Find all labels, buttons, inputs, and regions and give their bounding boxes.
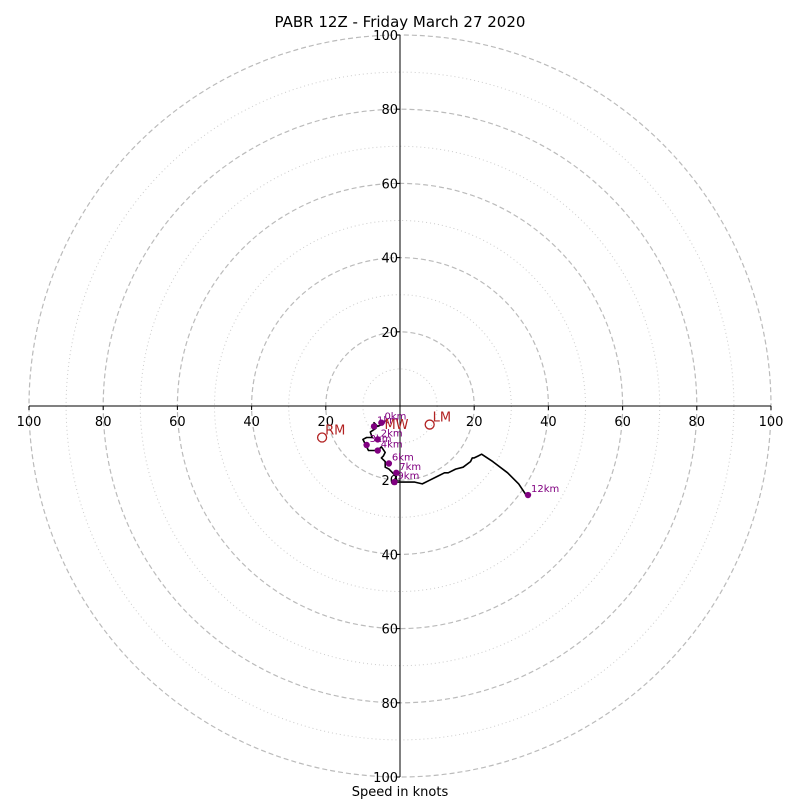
- height-label-6km: 6km: [392, 453, 414, 464]
- height-marker-9km: [391, 478, 398, 486]
- y-tick-label: 80: [381, 697, 398, 712]
- x-tick-label: 80: [689, 415, 706, 430]
- height-label-12km: 12km: [531, 484, 559, 495]
- storm-label-RM: RM: [325, 424, 345, 439]
- y-tick-label: 100: [373, 29, 398, 44]
- y-tick-label: 40: [381, 548, 398, 563]
- x-tick-label: 60: [614, 415, 631, 430]
- height-marker-2km: [374, 436, 381, 443]
- storm-label-LM: LM: [433, 411, 451, 426]
- y-tick-label: 100: [373, 771, 398, 786]
- y-tick-label: 60: [381, 177, 398, 192]
- storm-label-MW: MW: [384, 418, 408, 433]
- y-tick-label: 40: [381, 252, 398, 267]
- height-marker-3km: [363, 441, 370, 449]
- storm-marker-RM: [316, 432, 328, 443]
- axes: [29, 35, 771, 777]
- storm-marker-LM: [424, 419, 435, 430]
- height-marker-4km: [374, 447, 381, 454]
- x-axis-label: Speed in knots: [352, 785, 449, 800]
- x-tick-label: 100: [759, 415, 784, 430]
- height-marker-1km: [370, 423, 378, 430]
- height-label-7km: 7km: [399, 462, 421, 473]
- y-tick-label: 20: [381, 326, 398, 341]
- hodograph-line: [362, 420, 528, 496]
- x-tick-label: 40: [540, 415, 557, 430]
- storm-motion-markers: RM LM MW: [316, 411, 451, 443]
- height-markers: 12km9km7km6km4km3km2km1km0km: [363, 412, 559, 499]
- y-tick-label: 80: [381, 103, 398, 118]
- tick-labels: 100 80 60 40 20 20 40 60 80 100 100 80 60 40 20 20 40 60 8…: [17, 29, 784, 786]
- height-label-4km: 4km: [381, 440, 403, 451]
- height-label-1km: 1km: [377, 415, 399, 426]
- x-tick-label: 40: [243, 415, 260, 430]
- x-tick-label: 80: [95, 415, 112, 430]
- x-tick-label: 20: [318, 415, 335, 430]
- hodograph-trace: [362, 420, 528, 496]
- chart-title: PABR 12Z - Friday March 27 2020: [275, 13, 526, 31]
- y-tick-label: 20: [381, 474, 398, 489]
- x-tick-label: 20: [466, 415, 483, 430]
- height-label-9km: 9km: [397, 471, 419, 482]
- x-tick-label: 100: [17, 415, 42, 430]
- y-tick-label: 60: [381, 623, 398, 638]
- height-marker-0km: [378, 419, 385, 426]
- x-tick-label: 60: [169, 415, 186, 430]
- height-label-0km: 0km: [384, 412, 406, 423]
- height-marker-12km: [524, 491, 532, 499]
- height-marker-7km: [393, 469, 400, 476]
- height-label-2km: 2km: [381, 428, 403, 439]
- height-marker-6km: [385, 460, 393, 467]
